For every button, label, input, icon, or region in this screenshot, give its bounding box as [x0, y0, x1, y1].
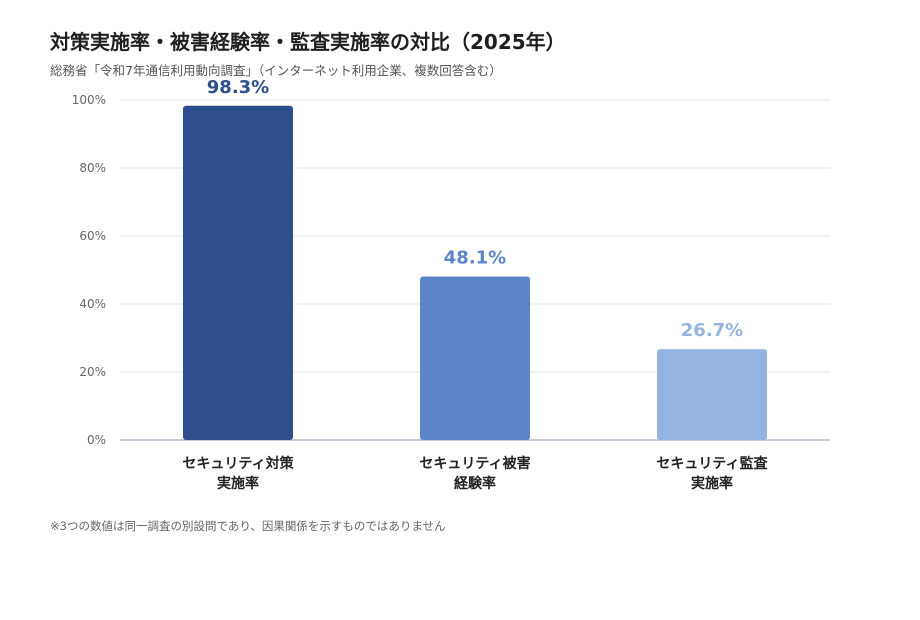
- bar: [183, 105, 293, 440]
- chart-subtitle: 総務省「令和7年通信利用動向調査」（インターネット利用企業、複数回答含む）: [50, 63, 502, 78]
- y-tick-label: 100%: [72, 93, 106, 107]
- chart-title: 対策実施率・被害経験率・監査実施率の対比（2025年）: [50, 30, 566, 54]
- y-tick-label: 0%: [87, 433, 106, 447]
- bar: [657, 349, 767, 440]
- y-tick-label: 20%: [79, 365, 106, 379]
- x-category-label: セキュリティ対策: [182, 455, 294, 472]
- x-category-label: セキュリティ監査: [656, 455, 768, 472]
- footnote: ※3つの数値は同一調査の別設問であり、因果関係を示すものではありません: [50, 519, 446, 533]
- bar-value-label: 98.3%: [207, 77, 269, 98]
- bar-value-label: 48.1%: [444, 247, 506, 268]
- y-tick-label: 40%: [79, 297, 106, 311]
- x-category-label: 経験率: [454, 475, 496, 492]
- y-tick-label: 60%: [79, 229, 106, 243]
- x-category-label: セキュリティ被害: [419, 455, 530, 472]
- bar-value-label: 26.7%: [681, 320, 743, 341]
- y-tick-label: 80%: [79, 161, 106, 175]
- bar: [420, 276, 530, 440]
- x-category-label: 実施率: [217, 475, 259, 492]
- x-category-label: 実施率: [691, 475, 733, 492]
